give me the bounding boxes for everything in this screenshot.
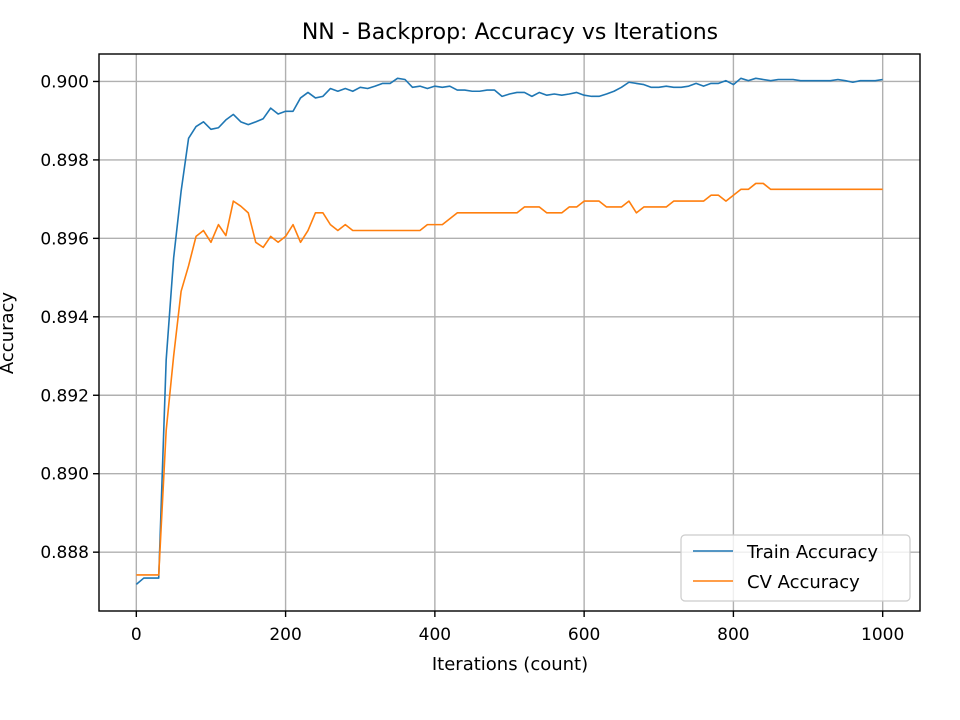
y-tick-label: 0.894: [40, 308, 89, 328]
y-tick-label: 0.898: [40, 151, 89, 171]
x-tick-label: 0: [131, 625, 142, 645]
x-tick-label: 200: [269, 625, 301, 645]
chart-title: NN - Backprop: Accuracy vs Iterations: [302, 20, 718, 45]
x-tick-label: 400: [419, 625, 451, 645]
cv-accuracy-line: [136, 182, 883, 576]
legend-label-cv: CV Accuracy: [747, 572, 860, 593]
series-lines: [135, 77, 883, 585]
train-accuracy-line: [135, 77, 883, 585]
x-axis-label: Iterations (count): [432, 654, 588, 675]
ticks: 0 200 400 600 800 1000 0.888 0.890 0.892 0.894 0.8…: [40, 72, 904, 645]
legend-label-train: Train Accuracy: [746, 542, 878, 563]
x-tick-label: 600: [568, 625, 600, 645]
x-tick-label: 1000: [861, 625, 904, 645]
legend-box: [680, 534, 911, 602]
y-tick-label: 0.888: [40, 543, 89, 563]
y-axis-label: Accuracy: [0, 292, 18, 375]
grid: [99, 54, 920, 611]
axes-frame: [98, 53, 921, 612]
legend: Train Accuracy CV Accuracy: [680, 534, 911, 602]
y-tick-label: 0.890: [40, 465, 89, 485]
x-tick-label: 800: [717, 625, 749, 645]
y-tick-label: 0.900: [40, 72, 89, 92]
y-tick-label: 0.896: [40, 229, 89, 249]
y-tick-label: 0.892: [40, 386, 89, 406]
